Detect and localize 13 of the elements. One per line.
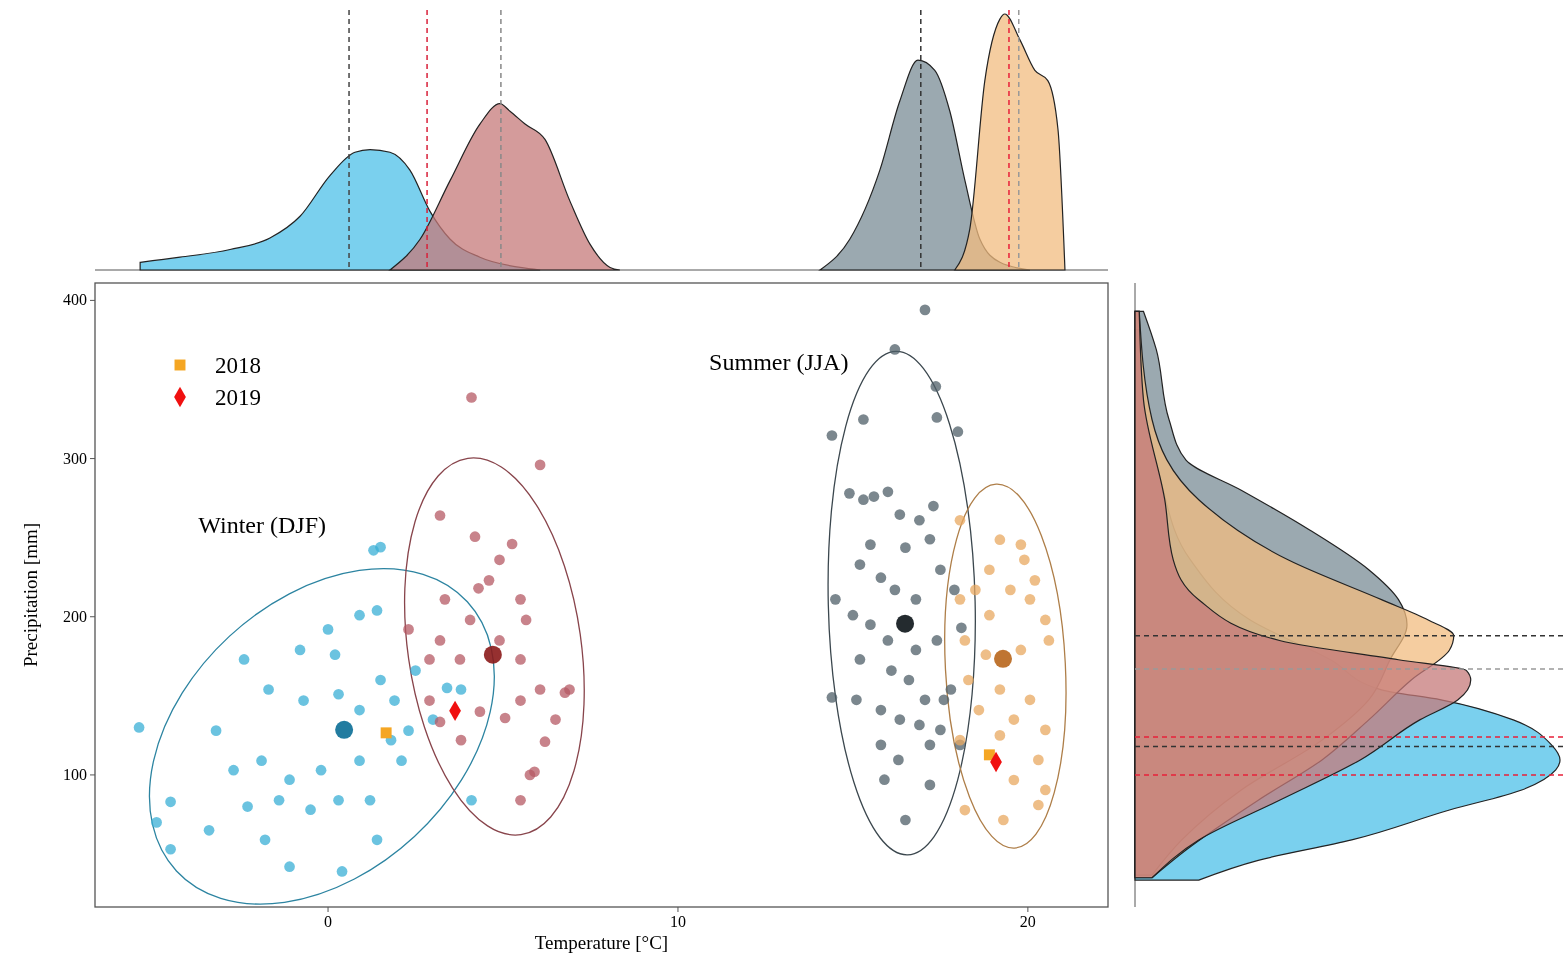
annotation: Winter (DJF) — [198, 511, 326, 538]
x-tick-label: 20 — [1019, 913, 1036, 930]
x-tick-label: 10 — [669, 913, 686, 930]
y-axis-title: Precipitation [mm] — [20, 522, 41, 668]
y-tick-label: 200 — [63, 607, 87, 625]
y-tick-label: 300 — [63, 449, 87, 467]
x-axis-title: Temperature [°C] — [534, 932, 669, 953]
y-tick-label: 100 — [63, 765, 87, 783]
legend-label: 2019 — [215, 385, 261, 410]
annotation: Summer (JJA) — [709, 349, 849, 376]
y-tick-label: 400 — [63, 291, 87, 309]
legend-label: 2018 — [215, 353, 261, 378]
x-tick-label: 0 — [324, 913, 333, 930]
